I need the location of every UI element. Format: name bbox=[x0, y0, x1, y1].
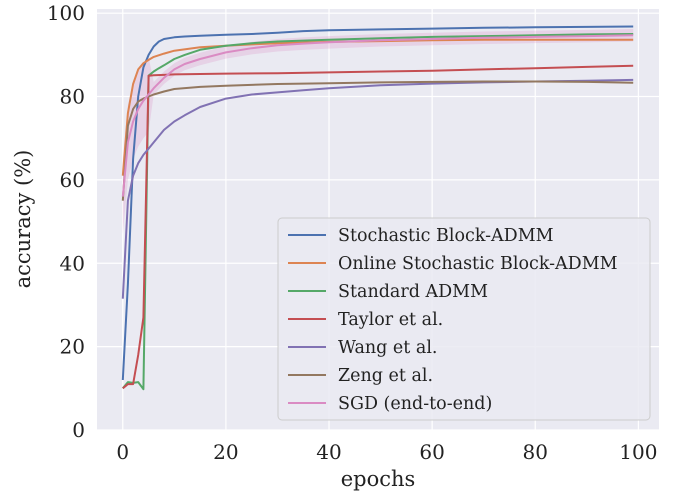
series-line bbox=[121, 25, 634, 381]
legend-label: Zeng et al. bbox=[338, 366, 433, 386]
x-axis-label: epochs bbox=[341, 467, 416, 491]
series-line bbox=[121, 80, 634, 201]
legend-box bbox=[277, 217, 651, 421]
legend-label: Wang et al. bbox=[338, 338, 437, 358]
series-line bbox=[122, 64, 634, 390]
y-tick-label: 80 bbox=[60, 85, 85, 109]
legend-label: Taylor et al. bbox=[338, 310, 443, 330]
series-line bbox=[121, 34, 634, 197]
x-tick-label: 80 bbox=[523, 440, 548, 464]
series-line bbox=[122, 33, 634, 391]
y-axis-label: accuracy (%) bbox=[11, 150, 35, 289]
y-tick-label: 0 bbox=[72, 418, 85, 442]
series-line bbox=[121, 78, 634, 299]
series-lines bbox=[121, 25, 634, 391]
x-tick-label: 100 bbox=[619, 440, 657, 464]
y-tick-labels: 0 20 40 60 80 100 bbox=[47, 1, 85, 442]
x-tick-label: 20 bbox=[213, 440, 238, 464]
x-tick-label: 0 bbox=[116, 440, 129, 464]
y-tick-label: 20 bbox=[60, 335, 85, 359]
legend-label: Standard ADMM bbox=[338, 282, 488, 302]
legend-label: SGD (end-to-end) bbox=[338, 394, 492, 414]
legend-label: Stochastic Block-ADMM bbox=[338, 226, 554, 246]
legend-label: Online Stochastic Block-ADMM bbox=[338, 254, 618, 274]
y-tick-label: 100 bbox=[47, 1, 85, 25]
legend: Stochastic Block-ADMM Online Stochastic B… bbox=[277, 217, 651, 421]
y-tick-label: 40 bbox=[60, 251, 85, 275]
series-line bbox=[121, 38, 634, 176]
x-tick-label: 40 bbox=[316, 440, 341, 464]
x-tick-label: 60 bbox=[419, 440, 444, 464]
y-tick-label: 60 bbox=[60, 168, 85, 192]
x-tick-labels: 0 20 40 60 80 100 bbox=[116, 440, 657, 464]
